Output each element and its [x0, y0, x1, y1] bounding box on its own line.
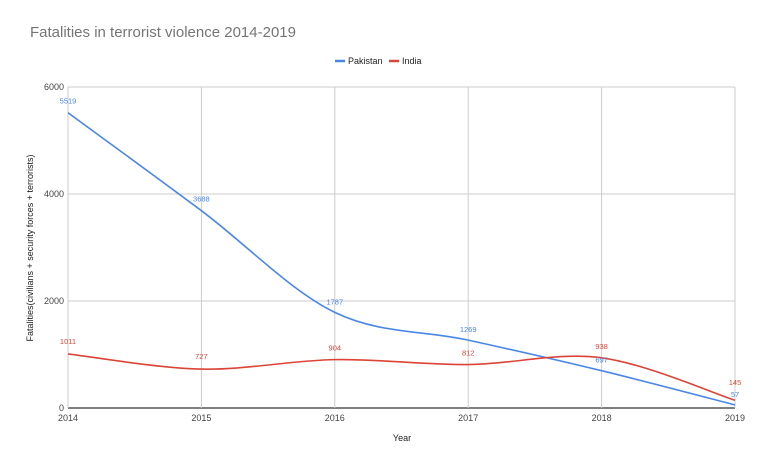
data-label-india: 1011: [60, 337, 76, 346]
data-label-pakistan: 57: [731, 390, 739, 399]
y-axis-ticks: 0 2000 4000 6000: [44, 82, 64, 413]
data-label-india: 904: [329, 344, 342, 353]
x-axis-label: Year: [393, 433, 411, 443]
x-tick-label: 2016: [325, 413, 345, 423]
x-tick-label: 2015: [191, 413, 211, 423]
chart-title: Fatalities in terrorist violence 2014-20…: [30, 24, 296, 41]
x-tick-label: 2019: [725, 413, 745, 423]
data-label-pakistan: 5519: [60, 97, 77, 106]
series-lines[interactable]: [67, 112, 736, 406]
gridlines: [67, 86, 736, 409]
legend-label: India: [402, 56, 422, 66]
y-tick-label: 4000: [44, 189, 64, 199]
data-label-pakistan: 697: [595, 356, 608, 365]
y-tick-label: 2000: [44, 296, 64, 306]
series-line-pakistan[interactable]: [67, 112, 736, 406]
legend-item-pakistan[interactable]: Pakistan: [335, 56, 383, 66]
legend-label: Pakistan: [348, 56, 383, 66]
y-tick-label: 6000: [44, 82, 64, 92]
x-axis-ticks: 2014 2015 2016 2017 2018 2019: [58, 413, 745, 423]
x-tick-label: 2018: [592, 413, 612, 423]
legend-item-india[interactable]: India: [389, 56, 422, 66]
data-label-india: 727: [195, 352, 208, 361]
x-tick-label: 2014: [58, 413, 78, 423]
y-axis-label: Fatalities(civilians + security forces +…: [25, 154, 35, 341]
series-line-india[interactable]: [67, 353, 736, 402]
data-label-pakistan: 1787: [326, 297, 343, 306]
x-tick-label: 2017: [458, 413, 478, 423]
y-tick-label: 0: [59, 403, 64, 413]
data-label-pakistan: 1269: [460, 325, 477, 334]
data-label-india: 145: [729, 378, 742, 387]
legend[interactable]: Pakistan India: [335, 56, 422, 66]
data-label-pakistan: 3688: [193, 195, 210, 204]
data-labels: 5519 3688 1787 1269 697 57 1011 727 904 812 938 145: [60, 97, 742, 399]
data-label-india: 938: [595, 342, 608, 351]
data-label-india: 812: [462, 349, 475, 358]
